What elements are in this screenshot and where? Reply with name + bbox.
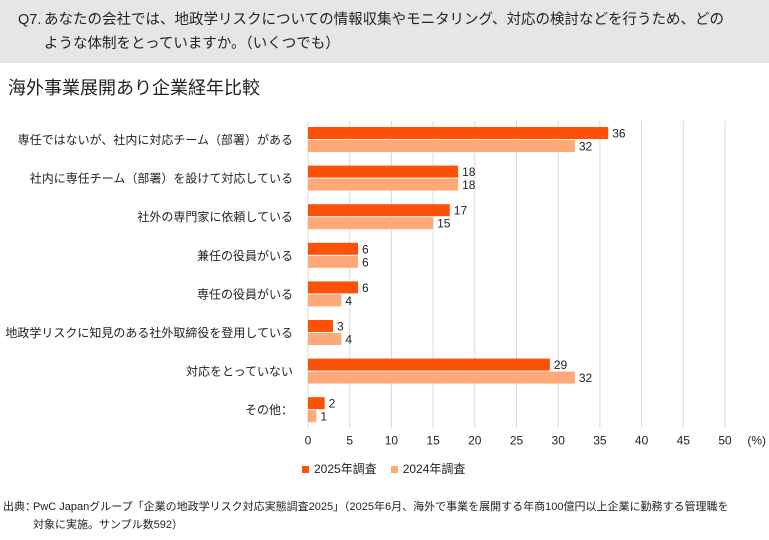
value-label-series-2-category-1: 32 [579,140,593,154]
category-label-5: 専任の役員がいる [197,286,293,301]
legend-swatch-series-2 [390,465,398,473]
chart-subtitle: 海外事業展開あり企業経年比較 [8,78,260,98]
value-label-series-2-category-3: 15 [437,217,451,231]
question-line-2: ような体制をとっていますか。（いくつでも） [44,36,340,52]
legend-swatch-series-1 [302,465,309,473]
question-header: Q7. あなたの会社では、地政学リスクについての情報収集やモニタリング、対応の検… [0,0,769,63]
bar-series-1-category-7 [308,358,550,371]
value-label-series-2-category-4: 6 [362,255,369,269]
value-label-series-1-category-2: 18 [462,165,476,179]
x-tick-label-10: 10 [385,434,399,448]
bar-series-1-category-3 [308,204,450,217]
x-tick-label-35: 35 [593,434,607,448]
x-tick-label-0: 0 [305,434,312,448]
bar-series-2-category-1 [308,140,575,152]
bar-series-1-category-6 [308,320,334,332]
bar-series-2-category-4 [308,255,359,268]
question-line-1: あなたの会社では、地政学リスクについての情報収集やモニタリング、対応の検討などを… [44,12,725,28]
category-label-2: 社内に専任チーム（部署）を設けて対応している [30,171,293,186]
value-label-series-2-category-2: 18 [462,178,476,192]
x-tick-label-25: 25 [510,434,524,448]
value-label-series-1-category-3: 17 [454,204,468,218]
source-line-1: PwC Japanグループ「企業の地政学リスク対応実態調査2025」（2025年… [33,501,729,513]
question-text: あなたの会社では、地政学リスクについての情報収集やモニタリング、対応の検討などを… [44,8,724,56]
category-label-7: 対応をとっていない [186,365,293,379]
x-tick-label-45: 45 [677,434,691,448]
bar-series-2-category-8 [308,410,317,423]
x-tick-label-5: 5 [346,434,353,448]
category-label-8: その他： [245,403,293,417]
x-tick-label-30: 30 [552,434,566,448]
bar-series-1-category-5 [308,281,359,294]
bar-series-2-category-2 [308,178,459,191]
value-label-series-2-category-7: 32 [579,371,593,385]
question-number: Q7. [18,12,42,28]
bar-series-2-category-3 [308,217,434,230]
source-line-2: 対象に実施。サンプル数592） [33,519,184,531]
value-label-series-1-category-8: 2 [329,397,336,411]
value-label-series-1-category-4: 6 [362,242,369,256]
value-label-series-2-category-8: 1 [320,410,327,424]
x-tick-label-20: 20 [468,434,482,448]
bar-series-1-category-2 [308,165,459,178]
value-label-series-2-category-6: 4 [345,333,352,347]
category-label-4: 兼任の役員がいる [197,248,293,263]
bar-series-1-category-4 [308,242,359,255]
legend-label-series-2: 2024年調査 [402,462,466,476]
legend-item-series-2: 2024年調査 [390,461,466,477]
value-label-series-2-category-5: 4 [345,294,352,308]
x-tick-label-15: 15 [426,434,440,448]
bar-series-1-category-8 [308,397,325,410]
bar-series-2-category-7 [308,371,575,384]
legend-label-series-1: 2025年調査 [314,462,377,476]
bar-series-1-category-1 [308,127,609,139]
source-note: 出典： PwC Japanグループ「企業の地政学リスク対応実態調査2025」（2… [3,498,763,536]
category-label-3: 社外の専門家に依頼している [137,209,293,224]
value-label-series-1-category-7: 29 [554,358,568,372]
x-tick-label-50: 50 [718,434,732,448]
bar-series-2-category-5 [308,294,342,307]
source-label: 出典： [3,501,36,513]
x-axis-unit-label: (%) [747,434,766,448]
legend: 2025年調査 2024年調査 [302,461,465,477]
x-tick-label-40: 40 [635,434,649,448]
value-label-series-1-category-5: 6 [362,281,369,295]
category-label-1: 専任ではないが、社内に対応チーム（部署）がある [18,132,293,147]
legend-item-series-1: 2025年調査 [302,461,377,477]
bar-series-2-category-6 [308,333,342,345]
source-text: PwC Japanグループ「企業の地政学リスク対応実態調査2025」（2025年… [33,498,729,534]
category-label-6: 地政学リスクに知見のある社外取締役を登用している [5,325,293,340]
horizontal-bar-chart: 0 5 10 15 20 25 30 35 40 45 50 (%) 専任ではないが、社内に対応チーム（… [5,121,766,448]
value-label-series-1-category-6: 3 [337,320,344,334]
value-label-series-1-category-1: 36 [612,127,626,141]
